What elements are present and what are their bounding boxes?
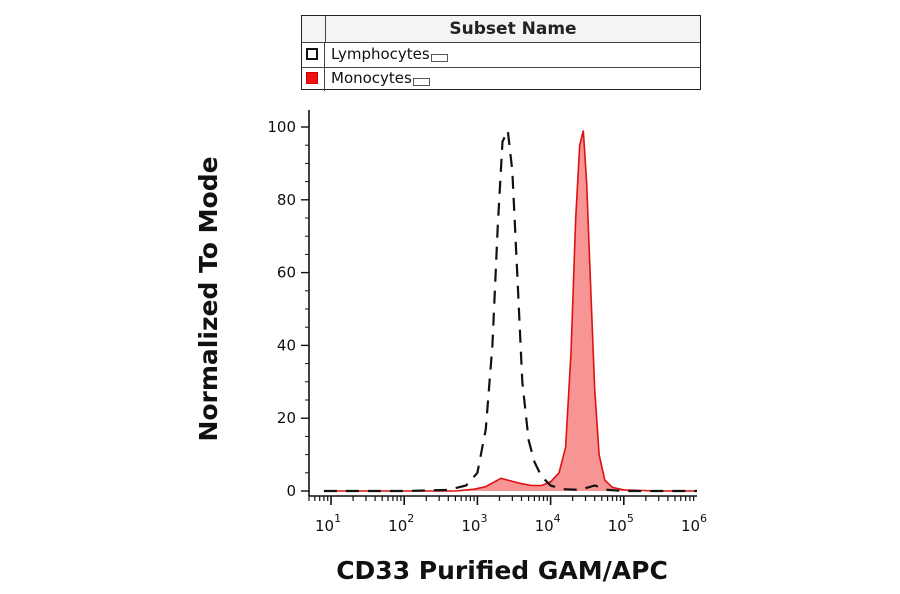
x-tick-label: 105 — [608, 512, 634, 535]
y-tick-label: 20 — [277, 409, 296, 427]
x-tick-label: 102 — [388, 512, 414, 535]
series-line-lymphocytes — [323, 126, 697, 493]
y-tick-label: 80 — [277, 191, 296, 209]
y-tick-label: 100 — [267, 118, 296, 136]
legend-header: Subset Name — [325, 16, 700, 43]
legend-header-corner — [302, 16, 325, 43]
legend-swatch-cell — [302, 67, 325, 91]
x-axis-label: CD33 Purified GAM/APC — [336, 556, 668, 585]
legend-swatch-cell — [302, 43, 325, 67]
y-axis-label: Normalized To Mode — [194, 156, 223, 441]
series-line-monocytes — [323, 130, 697, 492]
legend-table: Subset Name Lymphocytes Monocytes — [301, 15, 701, 91]
series-area-monocytes — [309, 130, 697, 491]
plot-area — [309, 126, 697, 493]
x-tick-label: 104 — [535, 512, 561, 535]
small-box-icon — [430, 54, 448, 62]
legend-row-monocytes[interactable]: Monocytes — [302, 67, 700, 91]
y-tick-label: 60 — [277, 264, 296, 282]
small-box-icon — [412, 78, 430, 86]
legend-row-lymphocytes[interactable]: Lymphocytes — [302, 43, 700, 68]
x-tick-label: 101 — [315, 512, 341, 535]
y-tick-label: 0 — [286, 482, 296, 500]
legend-label-monocytes: Monocytes — [331, 69, 430, 87]
axes: 0 20 40 60 80 100 101 102 103 104 105 106 — [267, 110, 707, 535]
open-square-icon — [306, 48, 318, 60]
legend-label-lymphocytes: Lymphocytes — [331, 45, 448, 63]
y-tick-label: 40 — [277, 336, 296, 354]
x-tick-label: 106 — [681, 512, 707, 535]
filled-square-icon — [306, 72, 318, 84]
x-tick-label: 103 — [461, 512, 487, 535]
